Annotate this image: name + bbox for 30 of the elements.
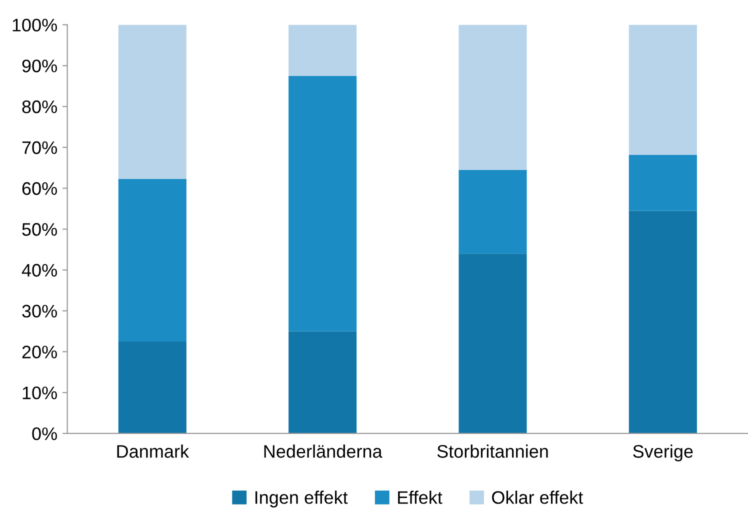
bar xyxy=(288,76,357,332)
y-tick-label: 60% xyxy=(22,182,57,195)
y-tick-label: 10% xyxy=(22,386,57,400)
x-tick-label: Sverige xyxy=(633,444,693,462)
y-tick-label: 20% xyxy=(22,346,57,358)
y-tick-label: 30% xyxy=(22,304,57,318)
bar xyxy=(458,170,527,254)
legend-label: Effekt xyxy=(398,490,442,504)
legend-label: Ingen effekt xyxy=(255,490,348,508)
bar xyxy=(628,154,697,211)
y-tick-label: 90% xyxy=(22,60,57,72)
y-tick-label: 50% xyxy=(22,223,57,236)
bar xyxy=(628,210,697,434)
x-tick-label: Danmark xyxy=(117,444,190,458)
bar xyxy=(628,24,697,155)
y-tick-label: 0% xyxy=(32,427,57,440)
bar xyxy=(118,178,186,342)
y-tick-label: 100% xyxy=(12,18,57,32)
y-tick-label: 70% xyxy=(22,141,57,154)
bar xyxy=(288,331,357,434)
y-tick-label: 40% xyxy=(22,264,57,277)
bar xyxy=(458,24,527,170)
x-tick-label: Storbritannien xyxy=(437,444,548,458)
x-tick-label: Nederländerna xyxy=(264,444,382,458)
bar xyxy=(288,24,357,76)
y-tick-label: 80% xyxy=(22,100,57,114)
legend-label: Oklar effekt xyxy=(492,490,584,504)
bar xyxy=(118,341,186,434)
bar xyxy=(118,24,186,179)
bar xyxy=(458,254,527,434)
